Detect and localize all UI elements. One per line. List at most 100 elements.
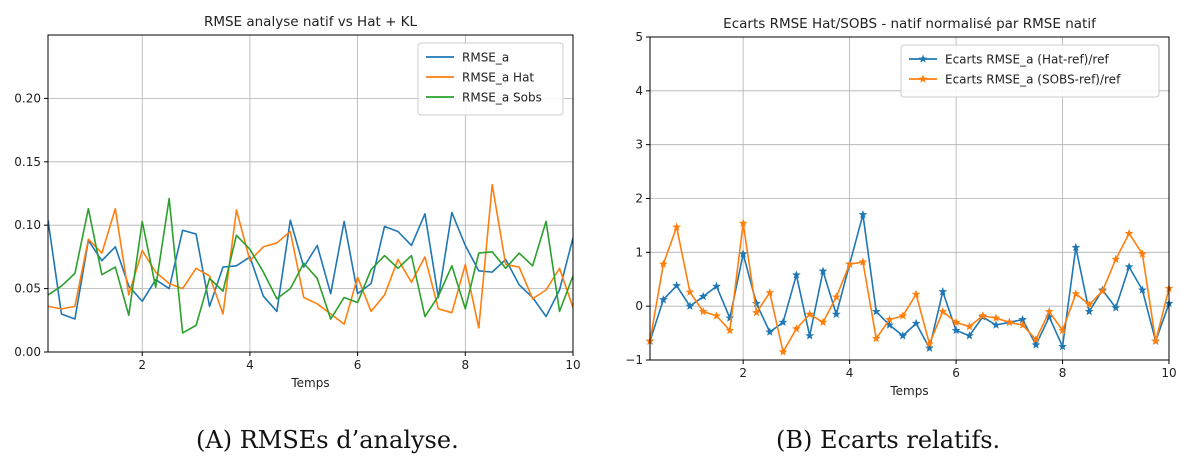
chart-b-series-1-point-18: [885, 315, 894, 324]
chart-b-series-1-point-19: [898, 311, 908, 320]
chart-a-xlabel: Temps: [290, 376, 329, 390]
chart-b-series-1-point-31: [1058, 325, 1067, 335]
chart-b-series-0-point-1: [658, 295, 668, 304]
chart-b-series-0-point-16: [858, 210, 868, 219]
chart-b-series-1-point-37: [1138, 249, 1147, 258]
chart-a-ytick-label-1: 0.05: [14, 282, 41, 296]
chart-b-xtick-label-2: 6: [952, 366, 960, 380]
caption-b-label: (B): [776, 426, 813, 454]
chart-b-series-1-point-23: [951, 317, 961, 327]
chart-b-series-0-point-10: [778, 317, 788, 327]
chart-b-series-0-point-29: [1031, 340, 1041, 349]
chart-b-series-0-point-9: [765, 327, 775, 336]
chart-b-series-0-point-36: [1124, 262, 1134, 271]
chart-b-series-0-point-5: [712, 281, 721, 290]
chart-b-series-1-point-26: [991, 313, 1001, 322]
chart-b-series-1-point-14: [831, 292, 841, 301]
chart-a-legend-label-1: RMSE_a Hat: [462, 71, 534, 85]
chart-b-series-1-point-1: [658, 259, 668, 268]
chart-a-xtick-label-2: 6: [354, 358, 362, 372]
chart-a-xtick-label-0: 2: [138, 358, 146, 372]
chart-b-series-0-point-13: [818, 266, 828, 275]
chart-b-series-0-point-2: [672, 281, 681, 290]
chart-b-ytick-label-0: −1: [625, 353, 643, 367]
chart-b-series-1-point-29: [1031, 334, 1041, 344]
caption-a-text: RMSEs d’analyse.: [239, 426, 459, 454]
chart-b-series-0-point-23: [951, 325, 961, 335]
chart-b-series-1-point-12: [805, 309, 815, 318]
chart-b-series-0-point-31: [1058, 341, 1067, 351]
chart-b-series-1-line: [650, 222, 1169, 353]
chart-a-ytick-label-4: 0.20: [14, 91, 41, 105]
chart-b-legend-marker-0: [918, 54, 928, 63]
chart-b-series-0-point-33: [1084, 306, 1094, 316]
chart-a-ytick-label-0: 0.00: [14, 345, 41, 359]
chart-b-series-1-point-24: [965, 322, 974, 331]
chart-b-legend-label-0: Ecarts RMSE_a (Hat-ref)/ref: [945, 53, 1109, 67]
chart-b-title: Ecarts RMSE Hat/SOBS - natif normalisé p…: [723, 16, 1097, 32]
chart-a-series-0-line: [48, 211, 573, 320]
chart-b-ytick-label-1: 0: [635, 299, 643, 313]
chart-b-series-0-point-35: [1111, 303, 1121, 312]
chart-b-series-0-point-28: [1018, 315, 1027, 324]
chart-b-series-0-point-19: [898, 331, 908, 340]
chart-b-ytick-label-2: 1: [635, 245, 643, 259]
chart-a-ytick-label-2: 0.10: [14, 218, 41, 232]
chart-b-series-1-point-15: [845, 259, 854, 268]
chart-b-series-0-point-3: [685, 301, 695, 310]
chart-b-series-0-point-30: [1044, 312, 1054, 321]
chart-b-series-1-point-20: [911, 289, 921, 299]
chart-a: 2 4 6 8 10 0.00 0.05 0.10 0.15 0.20 RMSE analyse n…: [14, 14, 580, 390]
chart-b-ytick-label-5: 4: [635, 84, 643, 98]
chart-b-series-0-point-8: [752, 298, 761, 308]
chart-b-legend-box: [900, 44, 1160, 98]
chart-b-legend-label-1: Ecarts RMSE_a (SOBS-ref)/ref: [945, 73, 1121, 87]
chart-a-series-2-line: [48, 197, 573, 334]
chart-b-series-1-point-17: [871, 333, 881, 343]
chart-b-series-1-point-38: [1151, 336, 1161, 345]
chart-b-series-1-point-4: [698, 306, 708, 316]
chart-b-series-1-point-13: [818, 317, 828, 327]
chart-a-xtick-label-1: 4: [246, 358, 254, 372]
chart-b-series-0-point-24: [965, 331, 974, 340]
chart-b-series-1-point-16: [858, 257, 868, 266]
chart-b-series-0-point-17: [871, 306, 881, 316]
chart-a-xtick-label-3: 8: [461, 358, 469, 372]
chart-a-ytick-label-3: 0.15: [14, 155, 41, 169]
chart-b-series-0-point-4: [698, 291, 708, 301]
chart-b-series-0-point-26: [991, 320, 1001, 329]
chart-a-title: RMSE analyse natif vs Hat + KL: [204, 14, 418, 30]
chart-b-series-1-point-5: [712, 311, 721, 320]
chart-b-ytick-label-3: 2: [635, 192, 643, 206]
chart-b-xtick-label-3: 8: [1059, 366, 1067, 380]
chart-a-legend: RMSE_a RMSE_a Hat RMSE_a Sobs: [417, 42, 564, 116]
chart-b: 2 4 6 8 10 −1 0 1 2 3 4 5 Ecarts RMSE Hat/SOBS - nat…: [625, 16, 1176, 398]
chart-b-series-0-point-21: [925, 343, 934, 352]
chart-b-series-1-point-34: [1098, 286, 1107, 295]
chart-b-series-0-point-18: [885, 320, 894, 329]
chart-b-xlabel: Temps: [889, 384, 928, 398]
chart-b-legend: Ecarts RMSE_a (Hat-ref)/ref Ecarts RMSE_a…: [900, 44, 1160, 98]
chart-b-series-1-point-9: [765, 288, 775, 297]
chart-b-series-1-point-6: [725, 325, 735, 335]
chart-b-series-1-point-35: [1111, 254, 1121, 264]
chart-b-series-0-point-11: [792, 270, 801, 279]
chart-b-series-0-point-37: [1138, 285, 1147, 294]
chart-b-series-0-point-32: [1071, 242, 1081, 252]
chart-b-series-1-point-11: [792, 324, 801, 333]
chart-b-series-0-point-20: [911, 318, 921, 328]
caption-a-label: (A): [196, 426, 233, 454]
chart-b-series-0-point-22: [938, 287, 948, 296]
chart-b-series-0-line: [650, 213, 1169, 349]
chart-b-series-0-point-12: [805, 331, 815, 340]
chart-b-series-1-point-30: [1044, 306, 1054, 316]
chart-b-series-1-point-27: [1004, 317, 1014, 327]
chart-a-legend-label-2: RMSE_a Sobs: [462, 91, 542, 105]
chart-b-series-0-point-7: [738, 249, 748, 258]
chart-b-series-1-point-21: [925, 339, 934, 348]
chart-b-series-1-point-22: [938, 306, 948, 316]
chart-b-series-0-point-6: [725, 313, 735, 322]
chart-b-xtick-label-1: 4: [846, 366, 854, 380]
